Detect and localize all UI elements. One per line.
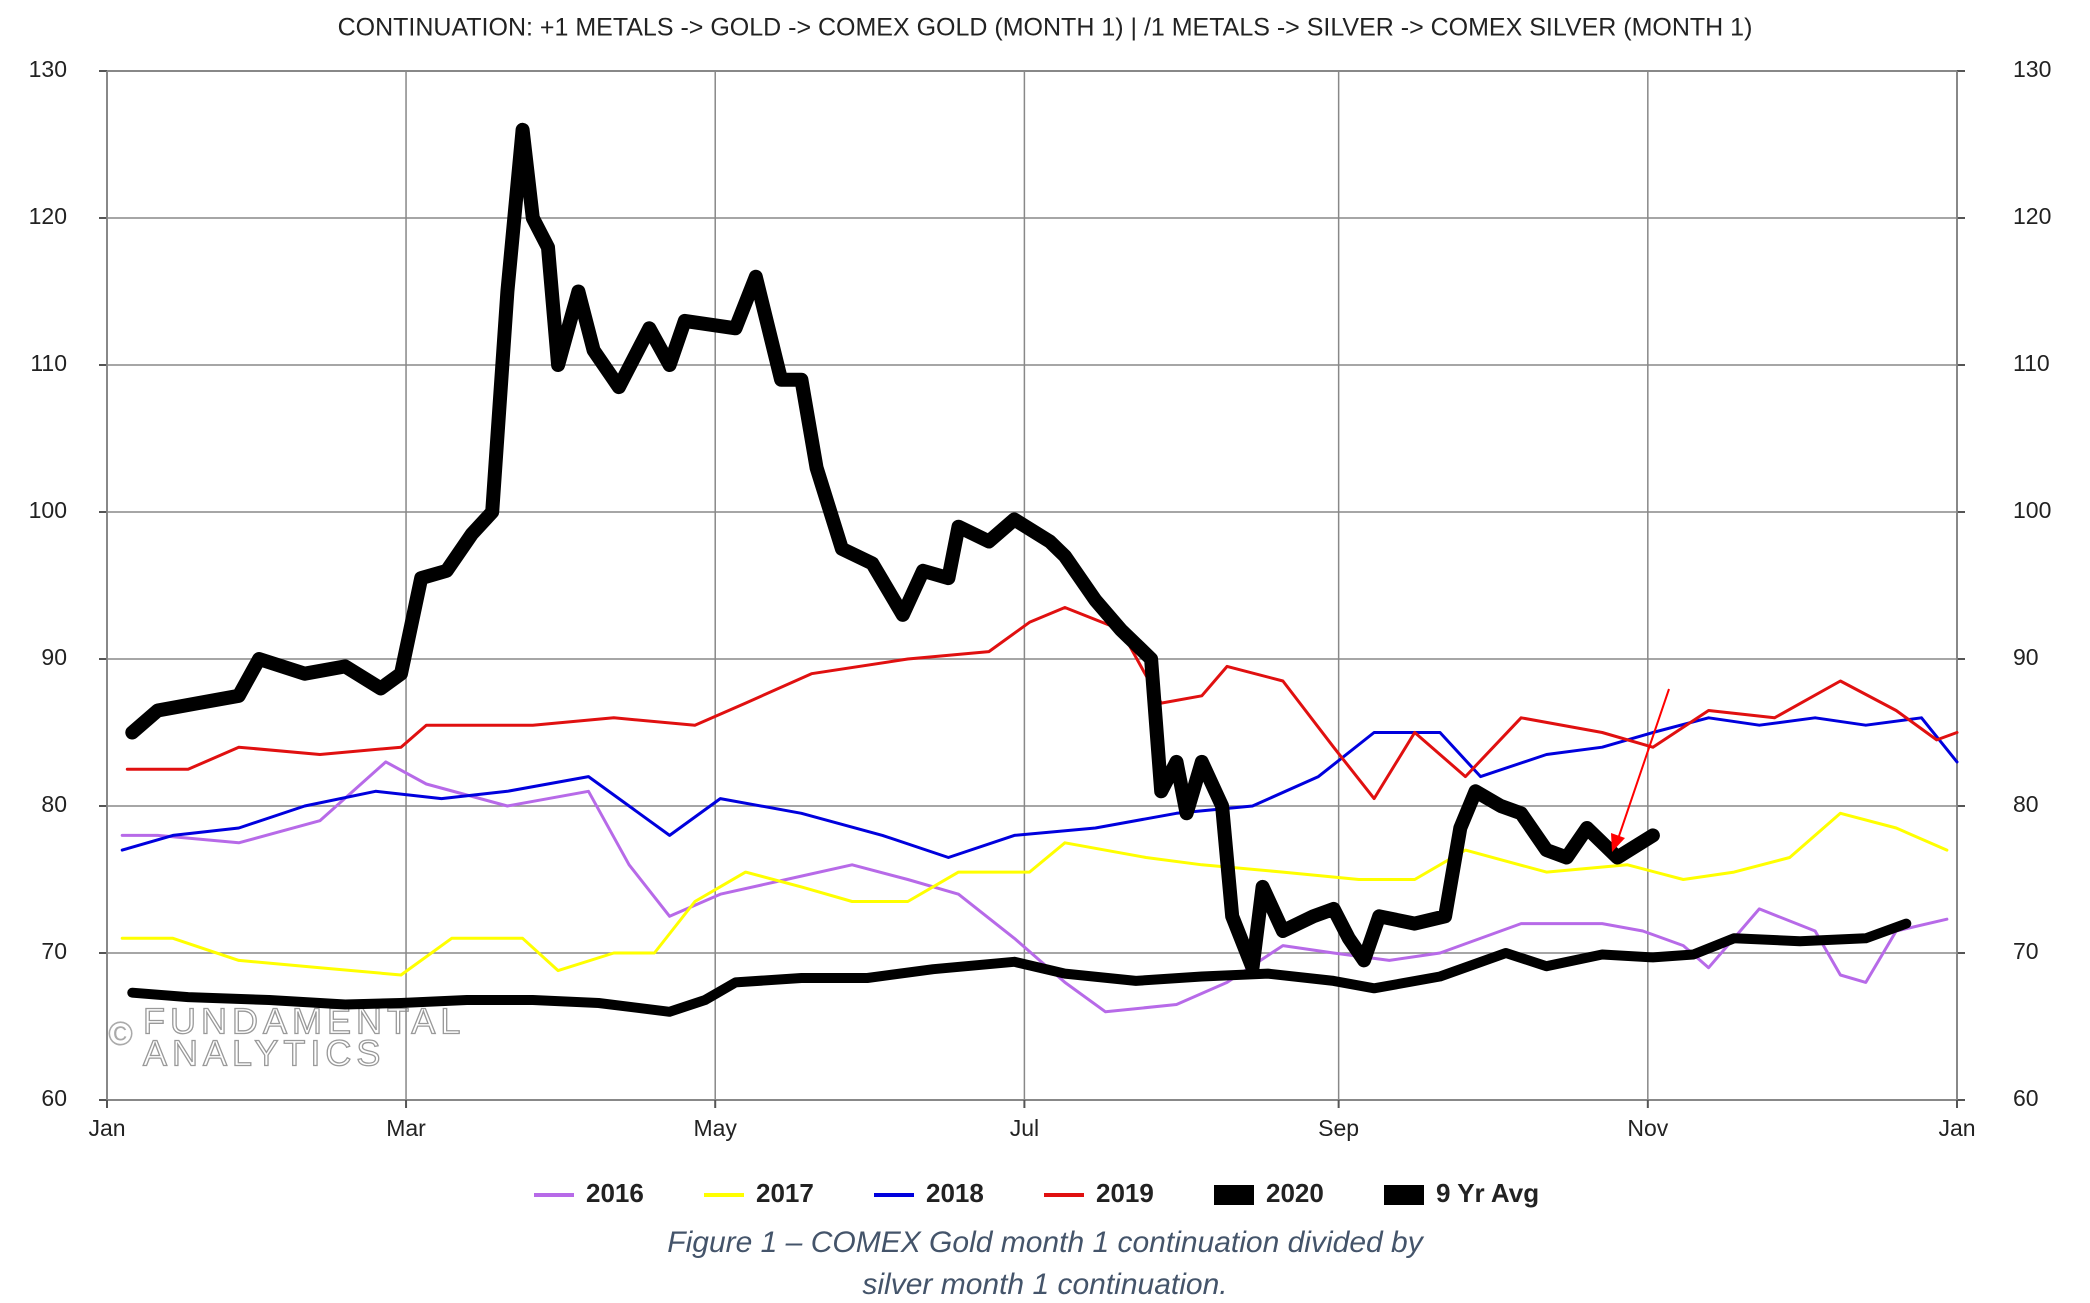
x-tick-label: Nov <box>1627 1115 1668 1141</box>
series-line <box>120 716 1959 859</box>
y-tick-label: 110 <box>30 350 67 376</box>
x-tick-label: May <box>693 1115 737 1141</box>
x-tick-label: Sep <box>1318 1115 1359 1141</box>
y2-tick-label: 60 <box>2013 1085 2039 1111</box>
chart-title: CONTINUATION: +1 METALS -> GOLD -> COMEX… <box>338 14 1753 42</box>
series-line <box>120 760 1949 1014</box>
caption: Figure 1 – COMEX Gold month 1 continuati… <box>667 1226 1424 1259</box>
annotation-arrow <box>1616 688 1670 843</box>
watermark-line: ANALYTICS <box>143 1033 385 1074</box>
y2-tick-label: 110 <box>2013 350 2050 376</box>
arrow-head <box>1611 833 1625 852</box>
y-tick-label: 70 <box>41 938 67 964</box>
legend-label: 2017 <box>756 1178 814 1208</box>
y-tick-label: 60 <box>41 1085 67 1111</box>
caption: silver month 1 continuation. <box>862 1268 1227 1301</box>
y2-tick-label: 130 <box>2013 56 2051 82</box>
legend-label: 2016 <box>586 1178 644 1208</box>
y2-tick-label: 80 <box>2013 791 2039 817</box>
legend: 2016 2017 2018 2019 2020 9 Yr Avg <box>534 1178 1539 1208</box>
grid: 60 70 80 90 100 110 120 130 60 70 80 90 100 110 120 130… <box>29 56 2052 1141</box>
x-tick-label: Jul <box>1010 1115 1039 1141</box>
x-tick-label: Jan <box>88 1115 125 1141</box>
legend-label: 2020 <box>1266 1178 1324 1208</box>
watermark: © FUNDAMENTAL ANALYTICS <box>108 1000 461 1074</box>
y2-tick-label: 90 <box>2013 644 2039 670</box>
x-tick-label: Jan <box>1938 1115 1975 1141</box>
legend-label: 2019 <box>1096 1178 1154 1208</box>
legend-swatch <box>1214 1185 1254 1205</box>
series-line <box>127 918 1912 1017</box>
legend-label: 2018 <box>926 1178 984 1208</box>
y-tick-label: 100 <box>29 497 67 523</box>
y-tick-label: 80 <box>41 791 67 817</box>
y2-tick-label: 120 <box>2013 203 2051 229</box>
y-tick-label: 120 <box>29 203 67 229</box>
watermark-symbol: © <box>108 1015 133 1053</box>
legend-swatch <box>1384 1185 1424 1205</box>
x-tick-label: Mar <box>386 1115 426 1141</box>
lines <box>120 122 1959 1017</box>
y-tick-label: 90 <box>41 644 67 670</box>
y-tick-label: 130 <box>29 56 67 82</box>
legend-label: 9 Yr Avg <box>1436 1178 1539 1208</box>
y2-tick-label: 70 <box>2013 938 2039 964</box>
series-line <box>120 811 1949 977</box>
series-line <box>125 122 1660 975</box>
y2-tick-label: 100 <box>2013 497 2051 523</box>
